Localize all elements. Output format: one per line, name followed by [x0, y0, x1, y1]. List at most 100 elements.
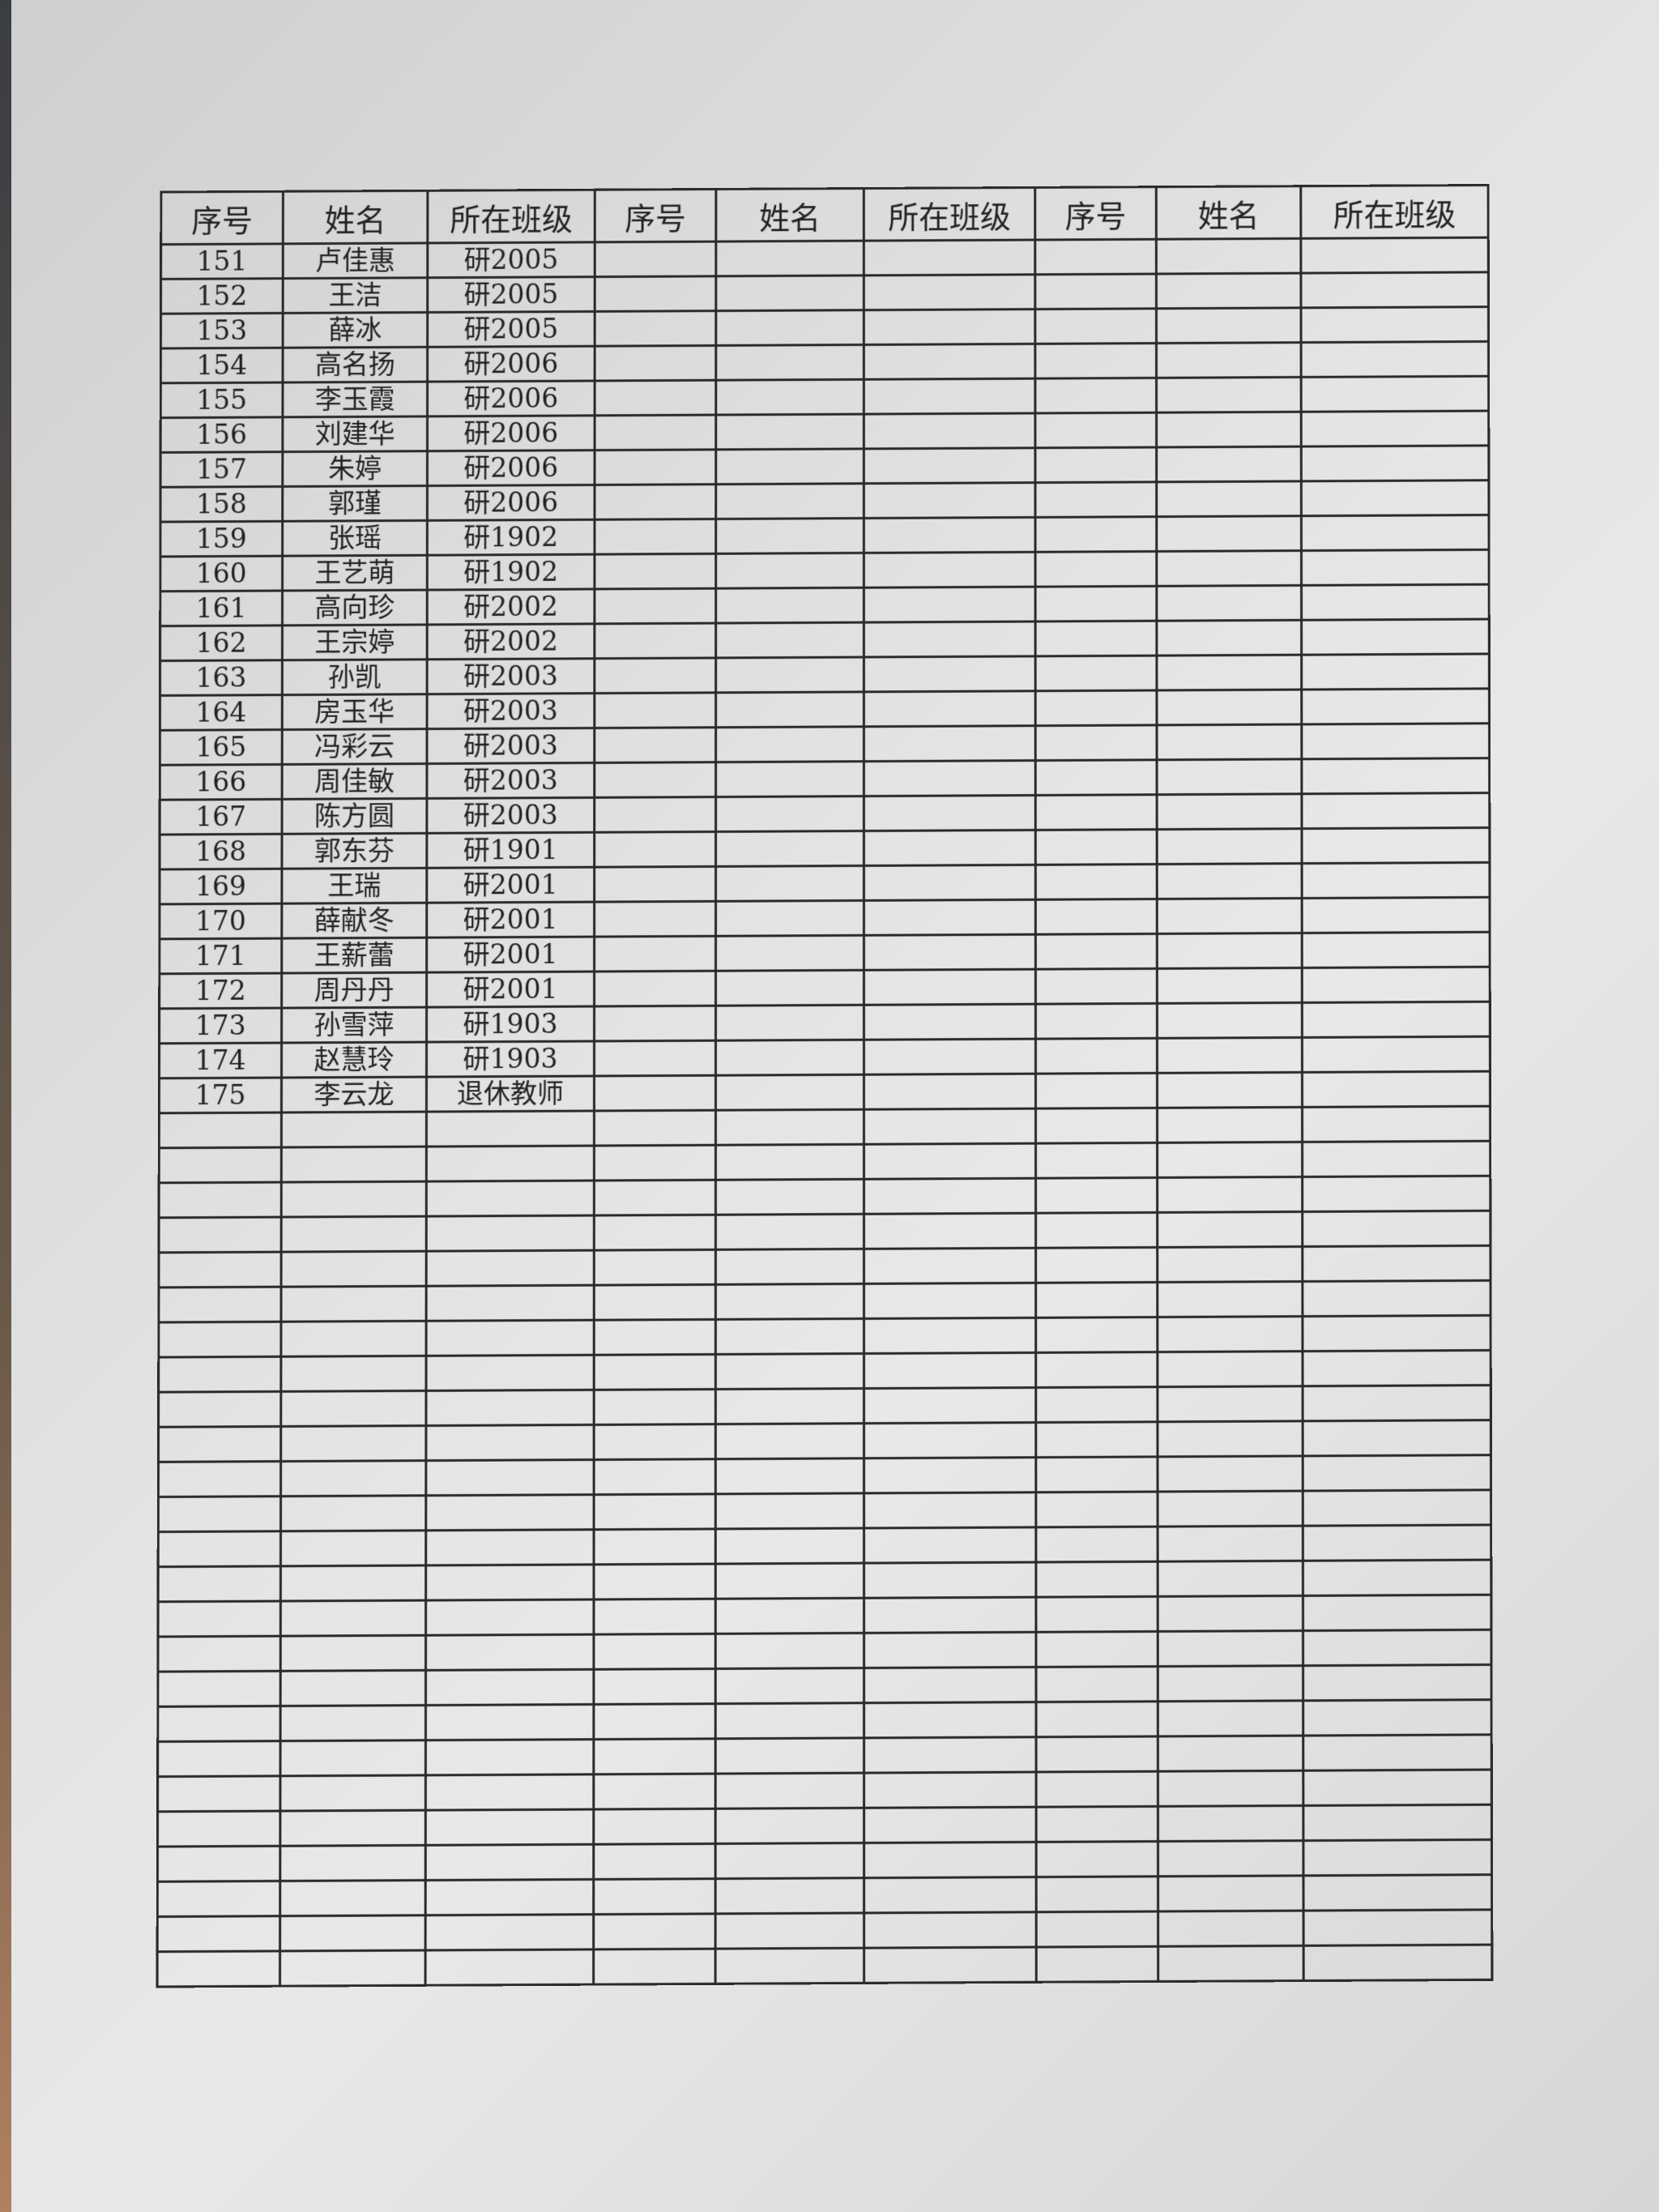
cell-class: 研2001 [427, 867, 595, 903]
cell-name [716, 587, 864, 623]
header-seq: 序号 [161, 191, 284, 244]
cell-class [1303, 1700, 1492, 1736]
cell-class [1303, 1945, 1492, 1980]
cell-class [1303, 1804, 1492, 1840]
cell-class [864, 378, 1035, 414]
cell-seq: 159 [160, 521, 283, 557]
cell-class: 退休教师 [426, 1076, 594, 1112]
cell-name: 陈方圆 [282, 798, 427, 834]
cell-name [1158, 1841, 1304, 1877]
cell-seq: 153 [160, 313, 283, 348]
cell-name [1156, 238, 1301, 274]
cell-class [864, 1527, 1036, 1563]
cell-name: 周丹丹 [282, 972, 427, 1008]
cell-name [281, 1356, 426, 1391]
cell-name [715, 1528, 864, 1564]
cell-seq: 152 [161, 279, 284, 314]
cell-class [1301, 411, 1489, 446]
cell-name [1158, 1526, 1303, 1561]
cell-seq: 156 [160, 417, 283, 453]
cell-class: 研2006 [428, 346, 595, 382]
cell-seq [1036, 1317, 1158, 1353]
cell-class [864, 1178, 1036, 1214]
cell-seq [1035, 725, 1157, 761]
cell-seq: 151 [161, 244, 284, 280]
cell-class [1303, 1176, 1491, 1211]
cell-name [716, 692, 864, 728]
cell-class [1303, 1211, 1491, 1246]
cell-class [426, 1460, 594, 1496]
cell-name [716, 865, 864, 901]
cell-class: 研1902 [427, 519, 595, 555]
cell-name [281, 1426, 426, 1462]
cell-class [864, 1492, 1036, 1528]
cell-name [1158, 1770, 1303, 1806]
cell-seq [1035, 830, 1157, 865]
cell-seq [595, 831, 716, 867]
cell-seq [594, 1354, 715, 1390]
cell-name [280, 1531, 425, 1566]
cell-class: 研2006 [428, 416, 595, 451]
cell-seq [159, 1322, 281, 1357]
cell-class [426, 1215, 594, 1251]
cell-seq [594, 1249, 715, 1285]
cell-seq: 175 [159, 1078, 281, 1113]
cell-seq [594, 1145, 715, 1181]
cell-name [715, 1109, 864, 1145]
header-class: 所在班级 [1301, 185, 1488, 238]
cell-seq [595, 901, 716, 937]
cell-seq [1035, 968, 1157, 1004]
cell-seq [594, 1215, 715, 1250]
cell-class [1303, 1455, 1491, 1491]
cell-name [715, 1318, 864, 1354]
cell-name: 薛献冬 [282, 903, 427, 938]
cell-name [1157, 481, 1302, 517]
cell-class [1303, 1315, 1491, 1351]
cell-name [1158, 1876, 1304, 1911]
cell-name [1157, 690, 1302, 725]
cell-seq [595, 658, 716, 694]
cell-class [864, 240, 1034, 275]
cell-seq [1035, 447, 1157, 483]
cell-name [1158, 1911, 1304, 1946]
cell-name [281, 1286, 426, 1322]
cell-name [1157, 585, 1302, 621]
cell-name [1157, 759, 1302, 795]
cell-class [1302, 932, 1490, 967]
cell-class [1302, 619, 1490, 655]
cell-class: 研2006 [428, 381, 595, 416]
cell-class: 研2005 [428, 277, 595, 313]
cell-class [426, 1111, 594, 1147]
cell-seq [594, 1879, 715, 1915]
cell-name [1158, 1421, 1303, 1457]
cell-seq [1035, 239, 1157, 275]
cell-seq [1036, 1282, 1158, 1317]
cell-name: 王艺萌 [283, 555, 428, 591]
cell-name: 张瑶 [283, 520, 428, 556]
cell-class [864, 1423, 1036, 1458]
cell-name [280, 1565, 425, 1601]
cell-seq: 162 [160, 626, 283, 661]
cell-name [1158, 1282, 1303, 1317]
cell-seq [158, 1426, 280, 1462]
cell-name [716, 484, 864, 519]
cell-seq [594, 1669, 715, 1705]
cell-class [1302, 758, 1490, 794]
cell-name: 卢佳惠 [283, 243, 428, 279]
cell-class [1302, 862, 1490, 898]
cell-seq [595, 553, 716, 589]
cell-class [426, 1530, 594, 1565]
cell-name [716, 344, 864, 380]
cell-seq: 174 [160, 1043, 282, 1078]
cell-seq [158, 1741, 280, 1777]
cell-seq [1035, 1073, 1157, 1108]
cell-name [281, 1390, 426, 1426]
cell-name [716, 414, 864, 450]
roster-table: 序号 姓名 所在班级 序号 姓名 所在班级 序号 姓名 所在班级 151 卢佳惠 研2005 152 王… [156, 184, 1494, 1988]
cell-name [1157, 724, 1302, 760]
cell-class [425, 1704, 593, 1740]
cell-seq [595, 728, 716, 763]
cell-class [864, 517, 1035, 553]
cell-seq [595, 311, 716, 347]
cell-class [1301, 480, 1489, 516]
